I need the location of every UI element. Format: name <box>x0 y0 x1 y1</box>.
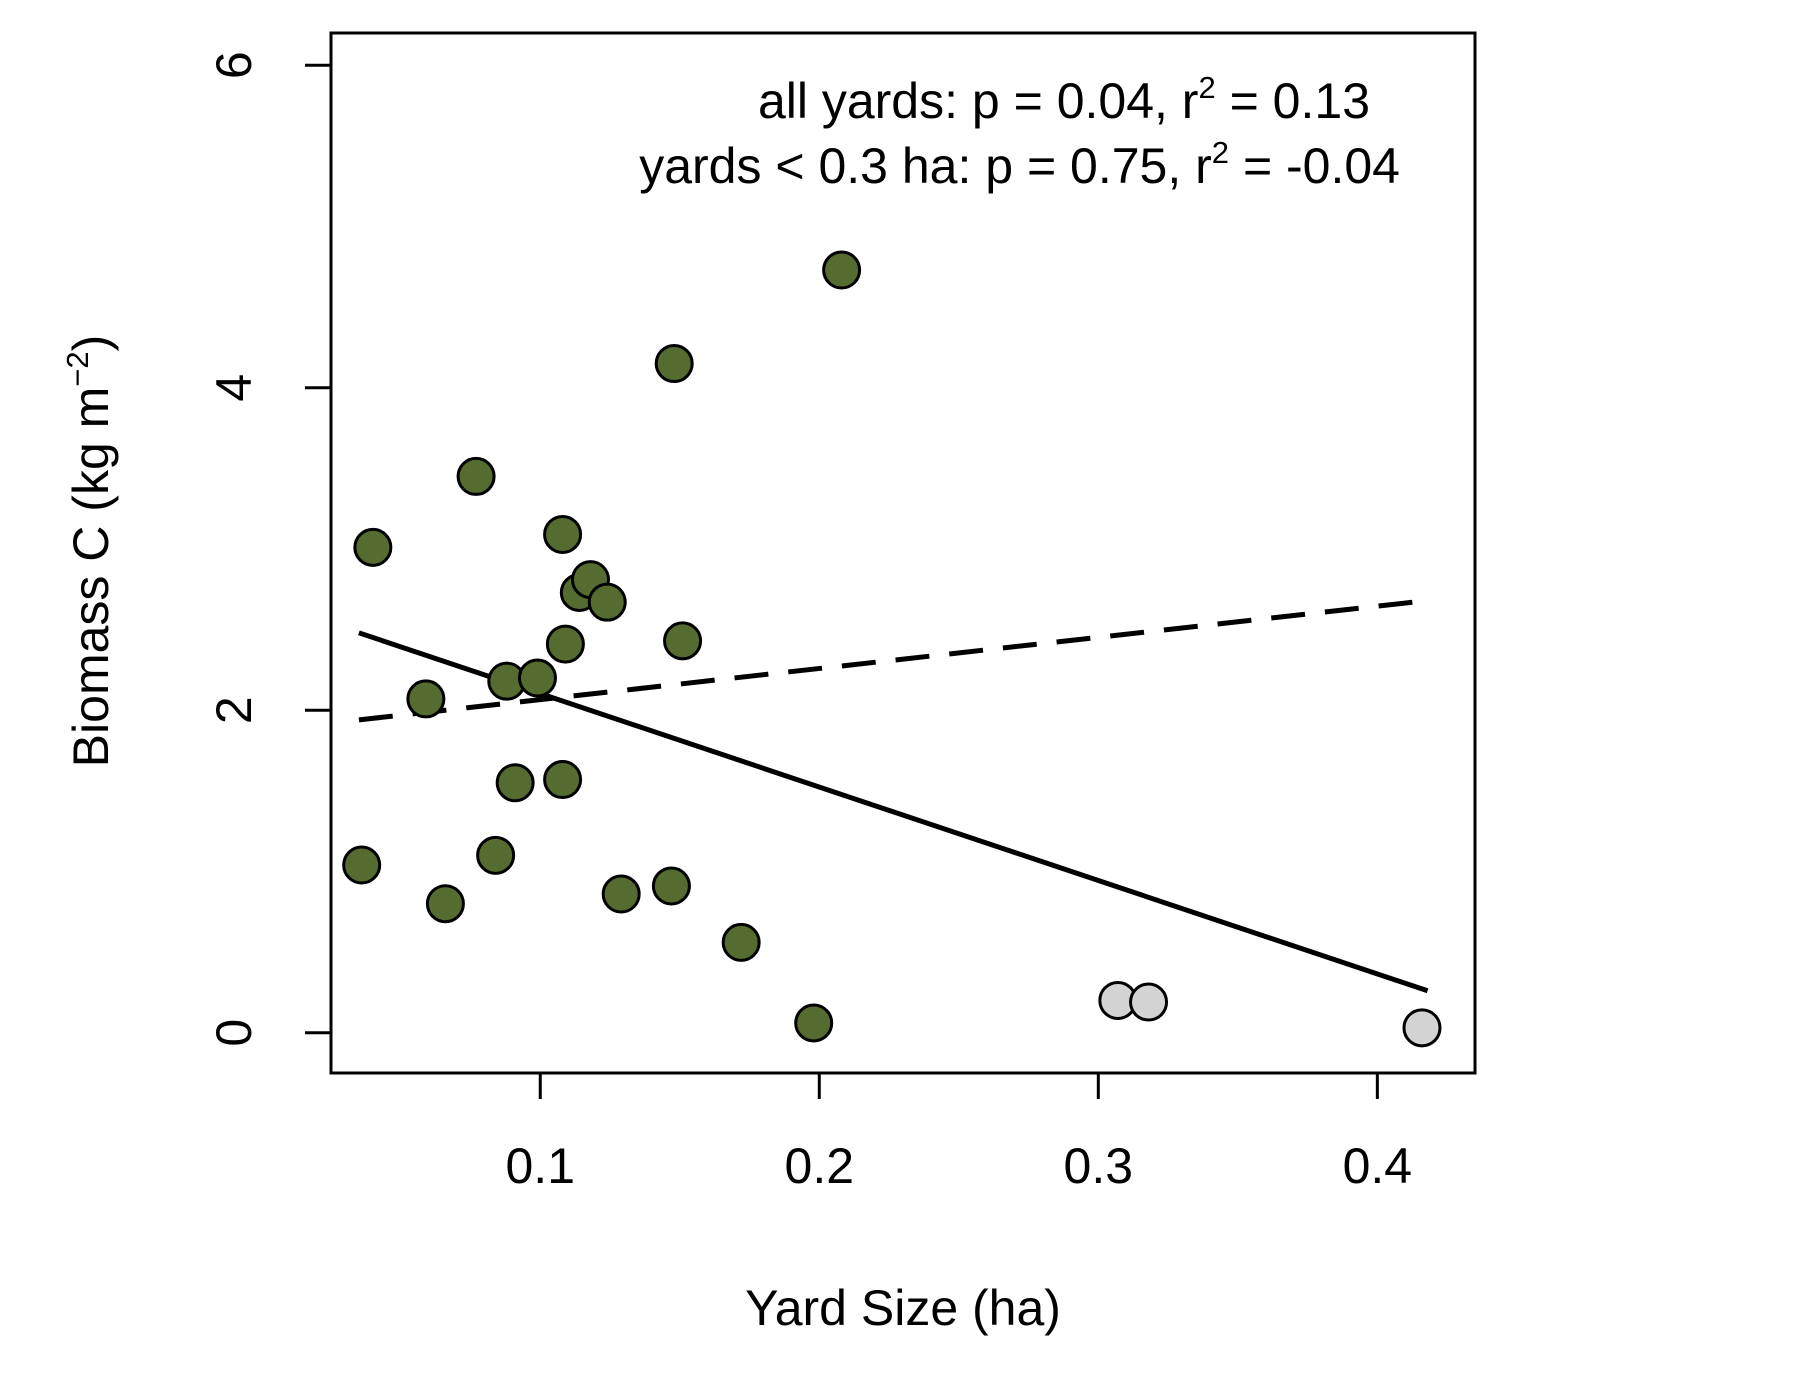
data-point <box>1402 1008 1442 1048</box>
data-point <box>545 624 585 664</box>
x-tick-label: 0.1 <box>506 1138 576 1194</box>
y-tick-label: 2 <box>206 696 262 724</box>
y-axis-title-exponent: −2 <box>60 351 95 386</box>
data-point <box>456 456 496 496</box>
y-tick-label: 4 <box>206 374 262 402</box>
data-point <box>822 250 862 290</box>
x-tick-label: 0.2 <box>785 1138 855 1194</box>
data-point <box>406 679 446 719</box>
x-tick-label: 0.4 <box>1343 1138 1413 1194</box>
data-point <box>721 922 761 962</box>
data-point <box>353 527 393 567</box>
annotation-all-yards: all yards: p = 0.04, r2 = 0.13 <box>758 70 1370 129</box>
data-point <box>495 763 535 803</box>
y-axis-title-close: ) <box>63 335 119 352</box>
data-points <box>342 250 1442 1048</box>
dashed-fit-line <box>358 598 1428 723</box>
data-point <box>663 621 703 661</box>
annotations: all yards: p = 0.04, r2 = 0.13 yards < 0… <box>639 70 1400 194</box>
data-point <box>543 760 583 800</box>
data-point <box>342 845 382 885</box>
data-point <box>654 344 694 384</box>
data-point <box>517 658 557 698</box>
data-point <box>1129 982 1169 1022</box>
y-axis-title-main: Biomass C (kg m <box>63 387 119 768</box>
y-axis-title: Biomass C (kg m−2) <box>60 335 119 768</box>
data-point <box>543 514 583 554</box>
data-point <box>794 1003 834 1043</box>
data-point <box>476 835 516 875</box>
y-tick-label: 6 <box>206 51 262 79</box>
y-axis: 0 2 4 6 Biomass C (kg m−2) <box>60 51 333 1047</box>
data-point <box>601 874 641 914</box>
annotation-small-yards: yards < 0.3 ha: p = 0.75, r2 = -0.04 <box>639 135 1400 194</box>
data-point <box>425 884 465 924</box>
y-tick-label: 0 <box>206 1019 262 1047</box>
x-axis: 0.1 0.2 0.3 0.4 Yard Size (ha) <box>506 1071 1413 1336</box>
x-axis-title: Yard Size (ha) <box>745 1280 1061 1336</box>
x-tick-label: 0.3 <box>1064 1138 1134 1194</box>
data-point <box>651 866 691 906</box>
data-point <box>587 582 627 622</box>
